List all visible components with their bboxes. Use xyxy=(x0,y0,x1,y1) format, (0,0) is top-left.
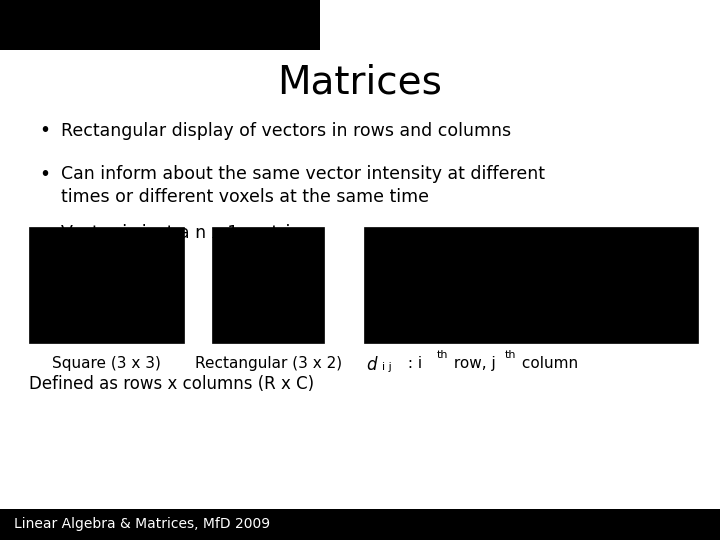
Text: Defined as rows x columns (R x C): Defined as rows x columns (R x C) xyxy=(29,375,314,393)
Text: Linear Algebra & Matrices, MfD 2009: Linear Algebra & Matrices, MfD 2009 xyxy=(14,517,271,531)
Bar xyxy=(0,509,720,540)
Bar xyxy=(364,227,698,343)
Text: column: column xyxy=(517,356,578,372)
Text: •: • xyxy=(40,165,50,184)
Bar xyxy=(212,227,324,343)
Text: Rectangular display of vectors in rows and columns: Rectangular display of vectors in rows a… xyxy=(61,122,511,139)
Text: d: d xyxy=(366,356,377,374)
Text: •: • xyxy=(40,122,50,140)
Text: Vector is just a n x 1 matrix: Vector is just a n x 1 matrix xyxy=(61,224,301,242)
Text: row, j: row, j xyxy=(449,356,495,372)
Text: th: th xyxy=(505,350,516,360)
Text: Rectangular (3 x 2): Rectangular (3 x 2) xyxy=(194,356,342,372)
Text: th: th xyxy=(436,350,448,360)
Text: Matrices: Matrices xyxy=(278,64,442,102)
Text: Can inform about the same vector intensity at different
times or different voxel: Can inform about the same vector intensi… xyxy=(61,165,545,206)
Bar xyxy=(0,0,320,50)
Text: i j: i j xyxy=(382,362,392,372)
Text: •: • xyxy=(40,224,50,243)
Text: Square (3 x 3): Square (3 x 3) xyxy=(52,356,161,372)
Text: : i: : i xyxy=(403,356,423,372)
Bar xyxy=(29,227,184,343)
